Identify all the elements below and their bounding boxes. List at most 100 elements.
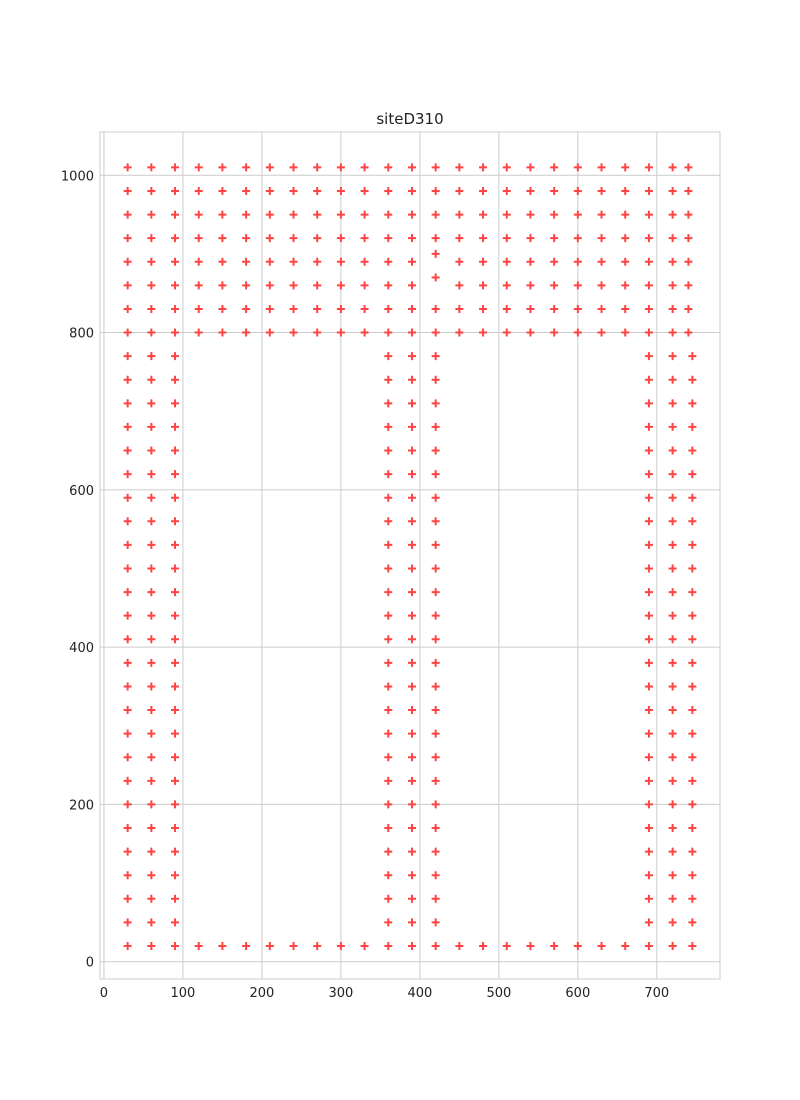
data-point (407, 375, 416, 384)
data-point (407, 729, 416, 738)
data-point (407, 776, 416, 785)
data-point (407, 894, 416, 903)
data-point (455, 163, 464, 172)
plot-frame (99, 131, 721, 980)
data-point (431, 658, 440, 667)
y-tick-label: 1000 (61, 169, 94, 184)
data-point (407, 186, 416, 195)
data-point (668, 894, 677, 903)
data-point (123, 941, 132, 950)
data-point (407, 281, 416, 290)
data-point (123, 210, 132, 219)
data-point (644, 375, 653, 384)
data-point (384, 776, 393, 785)
data-point (644, 753, 653, 762)
data-point (313, 234, 322, 243)
data-point (194, 234, 203, 243)
data-point (644, 493, 653, 502)
data-point (688, 470, 697, 479)
data-point (550, 328, 559, 337)
data-point (668, 753, 677, 762)
data-point (407, 399, 416, 408)
data-point (431, 776, 440, 785)
data-point (313, 281, 322, 290)
data-point (644, 682, 653, 691)
data-point (336, 281, 345, 290)
data-point (313, 941, 322, 950)
data-point (688, 776, 697, 785)
data-point (147, 234, 156, 243)
data-point (171, 234, 180, 243)
data-point (668, 375, 677, 384)
data-point (147, 422, 156, 431)
data-point (123, 611, 132, 620)
data-point (147, 706, 156, 715)
data-point (384, 729, 393, 738)
data-point (644, 399, 653, 408)
data-point (431, 682, 440, 691)
data-point (407, 706, 416, 715)
data-point (313, 328, 322, 337)
data-point (431, 871, 440, 880)
data-point (171, 682, 180, 691)
data-point (644, 352, 653, 361)
data-point (265, 304, 274, 313)
data-point (336, 304, 345, 313)
data-markers (123, 163, 697, 950)
data-point (688, 635, 697, 644)
data-point (668, 682, 677, 691)
data-point (242, 186, 251, 195)
data-point (218, 941, 227, 950)
data-point (147, 210, 156, 219)
data-point (573, 941, 582, 950)
data-point (502, 941, 511, 950)
data-point (688, 682, 697, 691)
data-point (455, 941, 464, 950)
data-point (668, 635, 677, 644)
data-point (644, 776, 653, 785)
data-point (644, 446, 653, 455)
data-point (384, 399, 393, 408)
data-point (147, 611, 156, 620)
data-point (431, 446, 440, 455)
data-point (336, 328, 345, 337)
data-point (644, 918, 653, 927)
data-point (194, 281, 203, 290)
data-point (573, 234, 582, 243)
data-point (644, 588, 653, 597)
data-point (502, 304, 511, 313)
data-point (550, 234, 559, 243)
data-point (407, 210, 416, 219)
data-point (171, 753, 180, 762)
data-point (171, 186, 180, 195)
data-point (123, 658, 132, 667)
data-point (407, 941, 416, 950)
data-point (194, 941, 203, 950)
data-point (479, 186, 488, 195)
data-point (526, 163, 535, 172)
data-point (407, 682, 416, 691)
data-point (147, 847, 156, 856)
data-point (479, 941, 488, 950)
data-point (360, 257, 369, 266)
data-point (171, 257, 180, 266)
data-point (384, 163, 393, 172)
data-point (289, 304, 298, 313)
data-point (688, 706, 697, 715)
data-point (384, 210, 393, 219)
data-point (336, 941, 345, 950)
data-point (384, 847, 393, 856)
data-point (550, 163, 559, 172)
data-point (668, 824, 677, 833)
data-point (242, 328, 251, 337)
data-point (621, 304, 630, 313)
data-point (171, 941, 180, 950)
data-point (147, 776, 156, 785)
data-point (526, 941, 535, 950)
data-point (668, 800, 677, 809)
data-point (668, 210, 677, 219)
data-point (289, 234, 298, 243)
data-point (668, 871, 677, 880)
data-point (123, 399, 132, 408)
data-point (171, 493, 180, 502)
